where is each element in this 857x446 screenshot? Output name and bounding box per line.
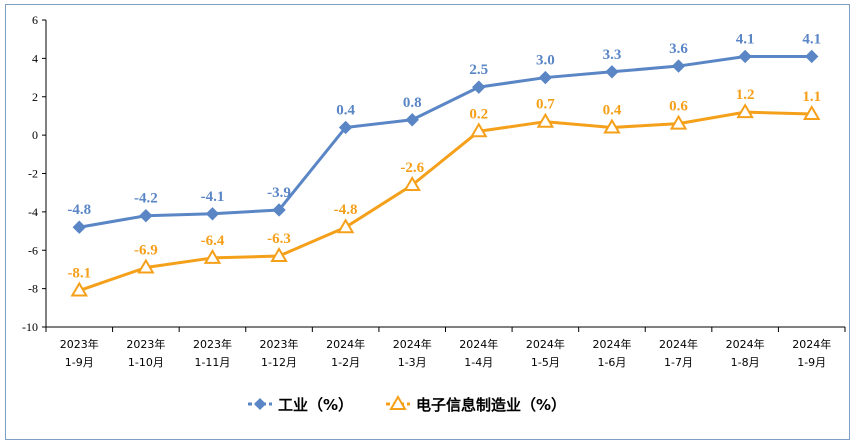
point-marker-triangle [669,114,688,130]
x-tick-label-period: 1-9月 [65,356,94,369]
x-tick-label-year: 2024年 [393,337,432,351]
x-tick-label-period: 1-10月 [128,356,164,369]
data-label: 4.1 [736,31,755,47]
data-label: 0.4 [603,102,622,118]
y-tick-label: -4 [28,205,38,219]
data-label: -6.9 [134,243,158,259]
x-tick-label-period: 1-2月 [331,356,360,369]
series-markers [70,49,821,297]
point-marker-diamond [805,49,819,64]
data-label: -4.8 [334,202,358,218]
data-label: 0.4 [336,102,355,118]
point-marker-diamond [405,113,419,127]
legend-label-1: 电子信息制造业（%） [416,396,566,414]
legend-marker-triangle [389,395,407,410]
point-marker-diamond [272,203,286,217]
x-tick-label-year: 2023年 [260,337,299,351]
y-tick-label: -10 [22,320,38,334]
data-labels: -4.8 -4.2 -4.1 -3.9 0.4 0.8 2.5 3.0 3.3 3.6 4.1 4.1… [67,31,821,281]
y-axis-ticks: -10 -8 -6 -4 -2 0 2 4 6 [22,13,46,334]
x-tick-label-period: 1-5月 [531,356,560,369]
data-label: 3.3 [603,47,622,63]
point-marker-diamond [139,209,153,223]
point-marker-diamond [738,49,752,64]
x-tick-label-period: 1-11月 [194,356,230,369]
series-lines [78,54,812,292]
series-line-0 [79,54,812,229]
point-marker-triangle [336,218,355,234]
y-tick-label: -8 [28,282,38,296]
data-label: 2.5 [469,62,488,78]
point-marker-diamond [205,207,220,221]
x-tick-label-year: 2024年 [792,337,831,351]
data-label: -8.1 [67,266,91,282]
y-tick-label: 6 [32,13,38,27]
point-marker-triangle [203,248,222,264]
x-tick-label-year: 2024年 [526,337,565,351]
data-label: -4.8 [67,202,91,218]
x-tick-label-period: 1-12月 [261,356,297,369]
point-marker-diamond [72,220,86,234]
x-tick-label-period: 1-3月 [398,356,427,369]
series-line-1 [78,110,812,292]
data-label: 0.6 [669,99,688,115]
data-label: 1.1 [802,89,821,105]
data-label: -4.2 [134,191,158,207]
y-tick-label: 0 [32,128,38,142]
x-tick-label-period: 1-4月 [464,356,493,369]
data-label: 0.7 [536,97,555,113]
x-axis-ticks: 2023年 1-9月 2023年 1-10月 2023年 1-11月 2023年 1-12月 2… [45,327,846,369]
x-tick-label-year: 2023年 [193,337,232,351]
y-tick-label: 2 [32,90,38,104]
point-marker-diamond [538,70,553,85]
point-marker-triangle [603,118,621,134]
point-marker-triangle [137,258,155,274]
x-tick-label-year: 2024年 [459,337,498,351]
point-marker-triangle [470,122,488,138]
data-label: 1.2 [736,87,755,103]
data-label: -3.9 [267,185,291,201]
point-marker-triangle [736,103,754,119]
x-tick-label-year: 2023年 [60,337,99,351]
point-marker-diamond [671,59,686,73]
y-tick-label: -2 [28,167,38,181]
point-marker-triangle [536,112,555,128]
x-tick-label-year: 2024年 [326,337,365,351]
data-label: 3.6 [669,41,688,57]
legend-marker-diamond [254,398,266,410]
point-marker-triangle [802,105,821,121]
point-marker-diamond [338,120,353,135]
data-label: -2.6 [400,160,424,176]
point-marker-triangle [70,281,89,297]
data-label: 0.2 [469,106,488,122]
point-marker-diamond [605,65,619,79]
point-marker-triangle [270,247,288,263]
x-tick-label-year: 2024年 [726,337,765,351]
data-label: -6.4 [201,233,225,249]
data-label: 4.1 [802,31,821,47]
data-label: -6.3 [267,231,291,247]
legend-label-0: 工业（%） [278,396,353,414]
x-tick-label-year: 2024年 [592,337,631,351]
data-label: 0.8 [403,95,422,111]
point-marker-diamond [472,80,486,94]
data-label: 3.0 [536,53,555,69]
data-label: -4.1 [201,189,225,205]
x-tick-label-year: 2023年 [126,337,165,351]
x-tick-label-period: 1-7月 [664,356,693,369]
y-tick-label: 4 [32,51,38,65]
x-tick-label-period: 1-6月 [597,356,626,369]
point-marker-triangle [403,176,421,192]
y-tick-label: -6 [28,243,38,257]
x-tick-label-period: 1-9月 [797,356,826,369]
x-tick-label-year: 2024年 [659,337,698,351]
legend: 工业（%） 电子信息制造业（%） [248,395,566,414]
x-tick-label-period: 1-8月 [731,356,760,369]
